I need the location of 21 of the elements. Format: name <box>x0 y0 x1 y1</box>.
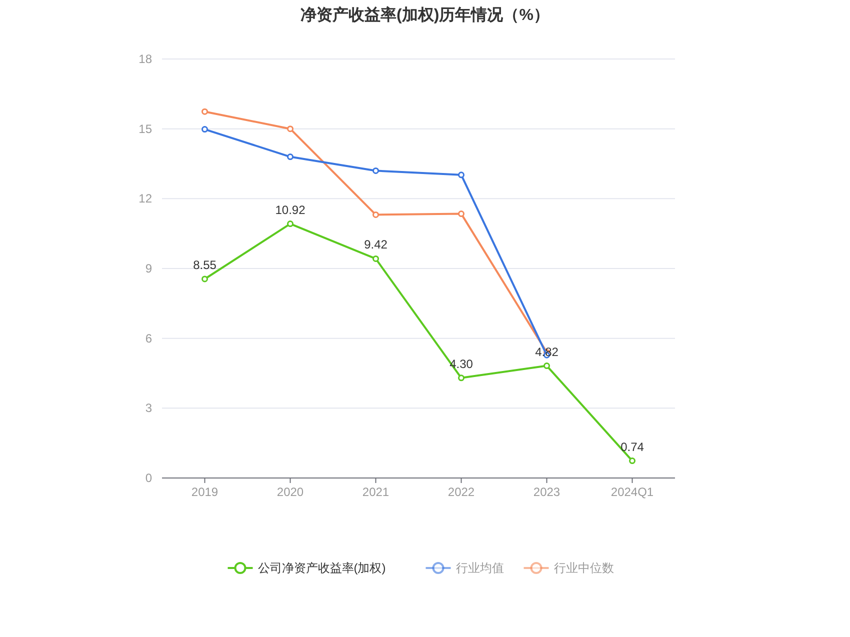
x-tick-label: 2021 <box>362 485 390 499</box>
legend-label: 行业均值 <box>456 561 504 575</box>
data-label: 0.74 <box>620 440 644 454</box>
data-label: 10.92 <box>275 202 306 217</box>
y-tick-label: 12 <box>138 192 152 206</box>
legend-label: 行业中位数 <box>554 561 614 575</box>
x-tick-label: 2022 <box>448 485 475 499</box>
y-tick-label: 0 <box>145 471 152 485</box>
x-tick-label: 2024Q1 <box>610 485 654 499</box>
x-tick-label: 2023 <box>533 485 560 499</box>
y-tick-label: 9 <box>145 262 152 276</box>
legend-label: 公司净资产收益率(加权) <box>258 561 386 575</box>
x-tick-label: 2019 <box>191 485 218 499</box>
x-tick-label: 2020 <box>276 485 304 499</box>
y-tick-label: 18 <box>138 52 152 66</box>
chart-title: 净资产收益率(加权)历年情况（%） <box>300 5 550 24</box>
y-tick-label: 15 <box>138 122 152 136</box>
y-tick-label: 6 <box>145 331 152 346</box>
y-tick-label: 3 <box>145 401 152 416</box>
data-label: 9.42 <box>364 238 388 252</box>
data-label: 8.55 <box>193 258 217 272</box>
